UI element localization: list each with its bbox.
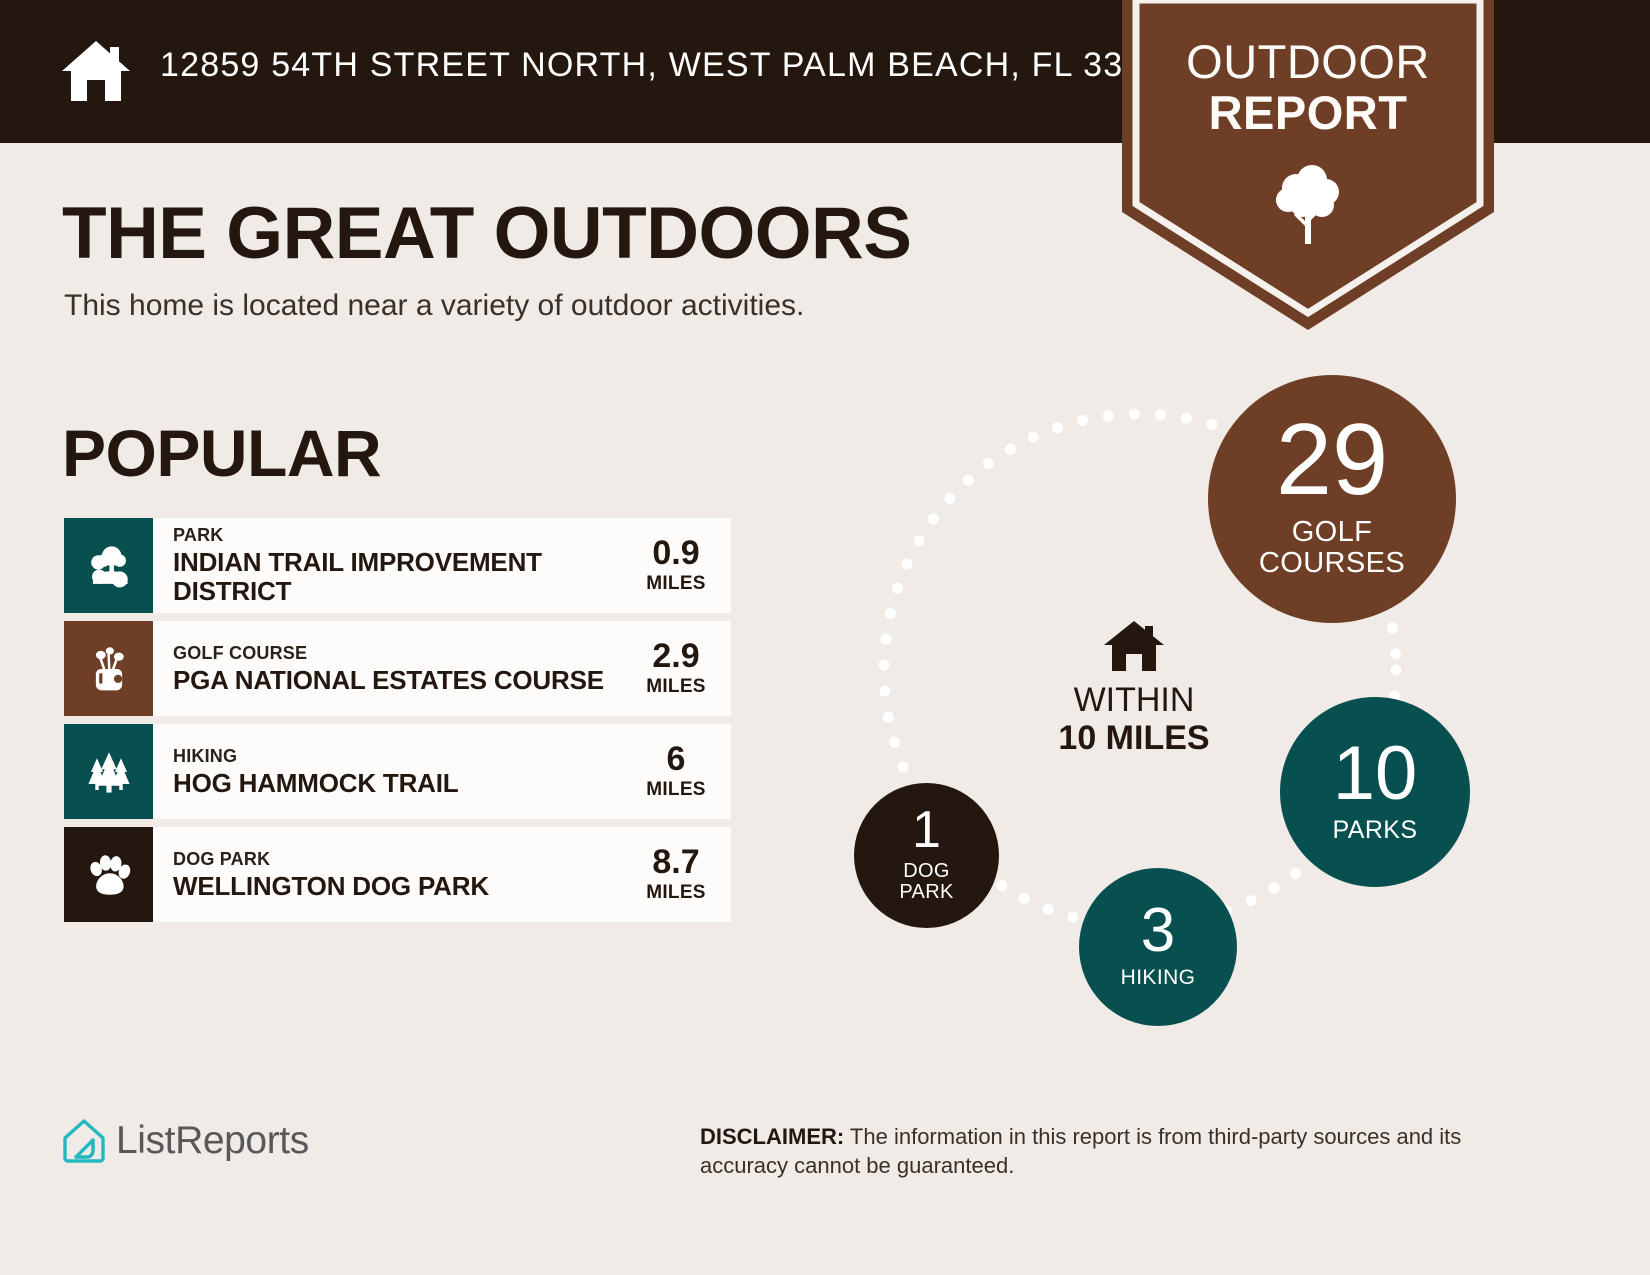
- list-item-distance: 6 MILES: [627, 724, 731, 819]
- park-trees-icon: [64, 518, 153, 613]
- bubble-golf-courses[interactable]: 29 GOLF COURSES: [1208, 375, 1456, 623]
- bubble-label: GOLF COURSES: [1258, 515, 1406, 580]
- diagram-center: WITHIN 10 MILES: [1026, 619, 1242, 757]
- house-icon: [1104, 621, 1164, 671]
- list-item-distance: 2.9 MILES: [627, 621, 731, 716]
- list-item[interactable]: GOLF COURSE PGA NATIONAL ESTATES COURSE …: [64, 621, 731, 716]
- bubble-label: DOG PARK: [899, 859, 954, 904]
- distance-unit: MILES: [646, 882, 706, 903]
- list-item-text: HIKING HOG HAMMOCK TRAIL: [153, 724, 627, 819]
- bubble-dog-park[interactable]: 1 DOG PARK: [854, 783, 999, 928]
- bubble-label-line2: COURSES: [1258, 546, 1406, 579]
- bubble-count: 10: [1332, 731, 1418, 817]
- list-item[interactable]: HIKING HOG HAMMOCK TRAIL 6 MILES: [64, 724, 731, 819]
- bubble-count: 29: [1275, 403, 1389, 516]
- list-item-distance: 8.7 MILES: [627, 827, 731, 922]
- center-line2: 10 MILES: [1058, 718, 1210, 757]
- bubble-label: HIKING: [1120, 966, 1196, 990]
- list-item[interactable]: PARK INDIAN TRAIL IMPROVEMENT DISTRICT 0…: [64, 518, 731, 613]
- page-subtitle: This home is located near a variety of o…: [64, 289, 805, 322]
- bubble-label: PARKS: [1332, 815, 1418, 844]
- list-item-name: INDIAN TRAIL IMPROVEMENT DISTRICT: [173, 546, 542, 607]
- bubble-parks[interactable]: 10 PARKS: [1280, 697, 1470, 887]
- house-icon: [58, 33, 134, 109]
- center-line1: WITHIN: [1073, 681, 1195, 719]
- disclaimer: DISCLAIMER: The information in this repo…: [700, 1122, 1515, 1180]
- disclaimer-body: The information in this report is from t…: [700, 1124, 1462, 1179]
- list-item-category: HIKING: [173, 746, 238, 767]
- list-item-name: PGA NATIONAL ESTATES COURSE: [173, 664, 604, 695]
- bubble-label-line1: DOG: [903, 859, 950, 882]
- listreports-wordmark: ListReports: [116, 1119, 309, 1162]
- list-item-text: DOG PARK WELLINGTON DOG PARK: [153, 827, 627, 922]
- list-item-category: PARK: [173, 525, 224, 546]
- list-item-text: PARK INDIAN TRAIL IMPROVEMENT DISTRICT: [153, 518, 627, 613]
- list-item-name: WELLINGTON DOG PARK: [173, 870, 489, 901]
- list-item-name: HOG HAMMOCK TRAIL: [173, 767, 459, 798]
- distance-value: 8.7: [652, 843, 700, 881]
- list-item-distance: 0.9 MILES: [627, 518, 731, 613]
- listreports-logo[interactable]: ListReports: [62, 1118, 309, 1164]
- list-item-text: GOLF COURSE PGA NATIONAL ESTATES COURSE: [153, 621, 627, 716]
- popular-heading: POPULAR: [62, 416, 382, 490]
- bubble-label-line1: GOLF: [1291, 515, 1373, 548]
- list-item-category: DOG PARK: [173, 849, 271, 870]
- popular-list: PARK INDIAN TRAIL IMPROVEMENT DISTRICT 0…: [64, 518, 731, 930]
- disclaimer-label: DISCLAIMER:: [700, 1124, 845, 1149]
- distance-unit: MILES: [646, 573, 706, 594]
- within-10-miles-diagram: 29 GOLF COURSES 10 PARKS 3 HIKING 1 DOG …: [830, 360, 1530, 1040]
- badge-shape: [1122, 0, 1494, 330]
- distance-value: 0.9: [652, 534, 700, 572]
- bubble-count: 1: [912, 801, 941, 860]
- dotted-circle-path: [878, 408, 1402, 932]
- distance-unit: MILES: [646, 779, 706, 800]
- outdoor-report-badge: OUTDOOR REPORT: [1122, 0, 1494, 330]
- golf-bag-icon: [64, 621, 153, 716]
- distance-value: 6: [666, 740, 686, 778]
- listreports-house-leaf-icon: [63, 1119, 105, 1163]
- bubble-hiking[interactable]: 3 HIKING: [1079, 868, 1237, 1026]
- list-item-category: GOLF COURSE: [173, 643, 308, 664]
- pine-trees-icon: [64, 724, 153, 819]
- bubble-label-line2: PARK: [899, 881, 954, 904]
- page-title: THE GREAT OUTDOORS: [62, 193, 912, 274]
- distance-unit: MILES: [646, 676, 706, 697]
- bubble-count: 3: [1140, 896, 1176, 966]
- list-item[interactable]: DOG PARK WELLINGTON DOG PARK 8.7 MILES: [64, 827, 731, 922]
- distance-value: 2.9: [652, 637, 700, 675]
- property-address: 12859 54TH STREET NORTH, WEST PALM BEACH…: [160, 46, 1182, 84]
- paw-print-icon: [64, 827, 153, 922]
